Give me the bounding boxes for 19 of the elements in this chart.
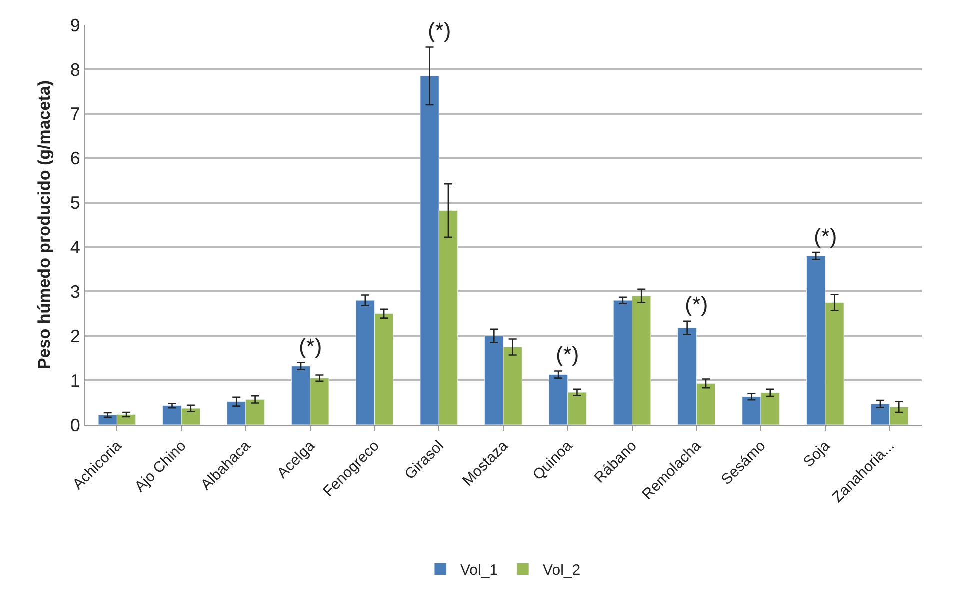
y-tick-label: 6 xyxy=(70,148,80,169)
y-tick-label: 2 xyxy=(70,326,80,346)
legend-label: Vol_1 xyxy=(460,562,498,580)
y-tick-label: 8 xyxy=(70,60,80,80)
y-tick-label: 0 xyxy=(70,415,80,436)
legend-label: Vol_2 xyxy=(543,562,581,580)
y-tick-label: 5 xyxy=(70,193,80,214)
y-tick-label: 9 xyxy=(70,15,80,36)
annotation: (*) xyxy=(814,224,838,249)
annotation: (*) xyxy=(556,342,580,367)
y-tick-label: 3 xyxy=(70,282,80,302)
annotation: (*) xyxy=(428,18,452,43)
annotation: (*) xyxy=(299,334,322,359)
y-tick-label: 4 xyxy=(70,238,80,258)
x-tick-label: Soja xyxy=(800,437,834,471)
y-tick-label: 1 xyxy=(70,370,80,391)
annotation: (*) xyxy=(685,292,708,317)
y-tick-label: 7 xyxy=(70,104,80,124)
y-axis-title: Peso húmedo producido (g/maceta) xyxy=(34,80,54,370)
